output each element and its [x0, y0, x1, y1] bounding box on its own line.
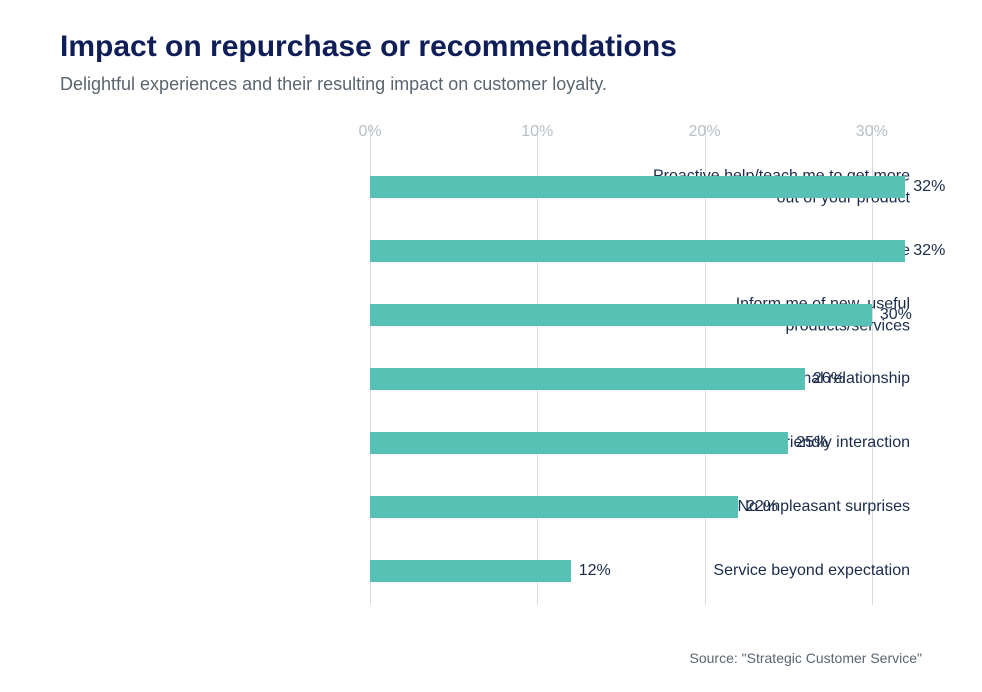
source-attribution: Source: "Strategic Customer Service": [690, 650, 922, 666]
bar-value: 32%: [905, 242, 945, 260]
chart-title: Impact on repurchase or recommendations: [60, 30, 922, 64]
bar-row: Inform me of new, useful products/servic…: [60, 283, 922, 347]
bars-container: Proactive help/teach me to get more out …: [60, 155, 922, 605]
bar-row: Fast, friendly interaction25%: [60, 411, 922, 475]
bar-fill: [370, 176, 905, 198]
bar-value: 25%: [788, 434, 828, 452]
bar-fill: [370, 240, 905, 262]
bar-label: Service beyond expectation: [612, 560, 922, 582]
x-tick-label: 20%: [689, 123, 721, 141]
bar-value: 22%: [738, 498, 778, 516]
bar-fill: [370, 368, 805, 390]
bar-row: Built personal relationship26%: [60, 347, 922, 411]
bar-row: Proactive help/teach me to get more out …: [60, 155, 922, 219]
bar-fill: [370, 560, 571, 582]
bar-chart: 0% 10% 20% 30% Proactive help/teach me to ge…: [60, 125, 922, 605]
chart-subtitle: Delightful experiences and their resulti…: [60, 74, 922, 95]
bar-value: 12%: [571, 562, 611, 580]
page-root: Impact on repurchase or recommendations …: [0, 0, 982, 692]
x-tick-label: 30%: [856, 123, 888, 141]
bar-fill: [370, 304, 872, 326]
bar-row: No unpleasant surprises22%: [60, 475, 922, 539]
bar-value: 30%: [872, 306, 912, 324]
x-tick-label: 0%: [358, 123, 381, 141]
bar-fill: [370, 496, 738, 518]
bar-row: Consistently good service32%: [60, 219, 922, 283]
bar-row: Service beyond expectation12%: [60, 539, 922, 603]
bar-value: 32%: [905, 178, 945, 196]
x-tick-label: 10%: [521, 123, 553, 141]
bar-fill: [370, 432, 788, 454]
bar-value: 26%: [805, 370, 845, 388]
